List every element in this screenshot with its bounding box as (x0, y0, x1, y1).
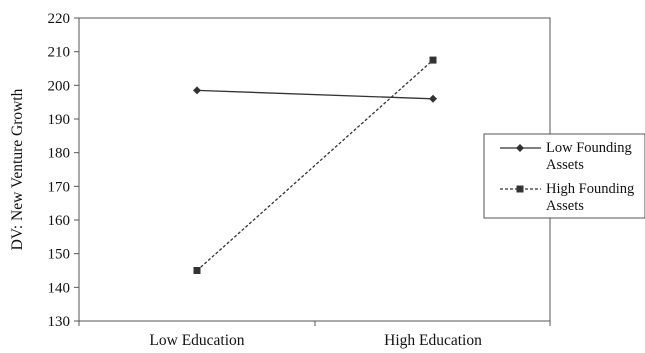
y-axis-title: DV: New Venture Growth (9, 88, 26, 250)
series-line-1 (196, 89, 434, 100)
legend-marker (516, 185, 524, 193)
y-tick-label: 160 (48, 213, 71, 229)
plot-area (78, 17, 551, 322)
data-point (193, 267, 201, 274)
y-tick-label: 180 (48, 146, 71, 162)
legend-label: Assets (546, 157, 584, 173)
data-point (429, 94, 437, 103)
x-axis: Low Education High Education (78, 321, 551, 349)
legend-marker (516, 144, 524, 152)
y-tick-label: 130 (48, 314, 71, 330)
y-tick-label: 210 (48, 45, 71, 61)
y-axis: 130 140 150 160 170 180 190 200 210 220 (48, 11, 79, 330)
data-point (429, 56, 437, 64)
x-category-label: High Education (384, 332, 482, 349)
y-tick-label: 170 (48, 179, 71, 195)
series-layer (193, 56, 437, 274)
y-tick-label: 140 (48, 280, 71, 296)
legend-label: High Founding (546, 181, 634, 197)
legend-box (483, 133, 645, 219)
x-category-label: Low Education (149, 332, 244, 349)
y-tick-label: 200 (48, 78, 71, 94)
legend-label: Low Founding (546, 140, 632, 156)
legend-label: Assets (546, 198, 584, 214)
y-tick-label: 190 (48, 112, 71, 128)
y-tick-label: 150 (48, 247, 71, 263)
y-tick-label: 220 (48, 11, 71, 27)
series-line-2 (196, 59, 434, 271)
data-point (193, 86, 201, 95)
